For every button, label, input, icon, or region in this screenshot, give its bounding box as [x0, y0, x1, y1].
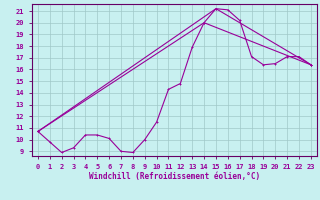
- X-axis label: Windchill (Refroidissement éolien,°C): Windchill (Refroidissement éolien,°C): [89, 172, 260, 181]
